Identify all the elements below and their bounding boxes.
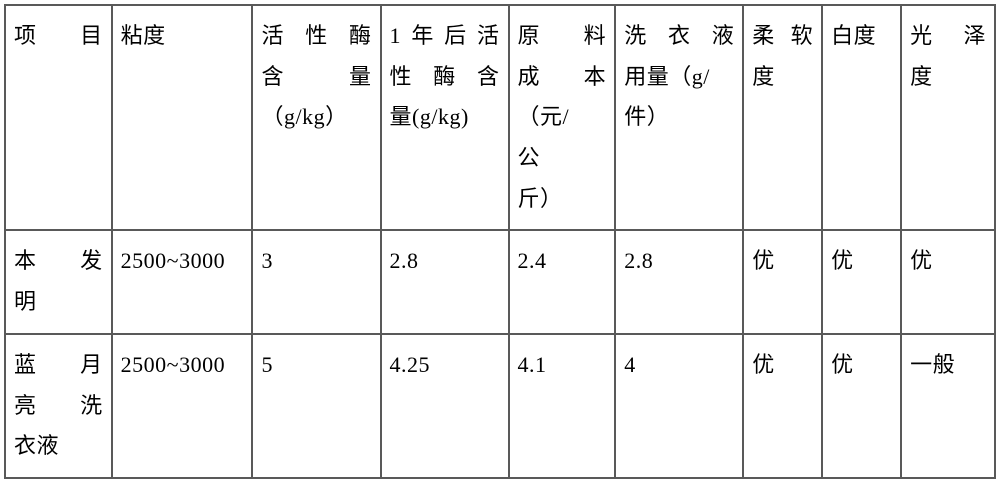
- cell-whiteness: 优: [822, 230, 901, 333]
- cell-viscosity: 2500~3000: [112, 230, 253, 333]
- label-line: 蓝 月: [14, 345, 103, 386]
- label-line: 本 发: [14, 241, 103, 282]
- table-row: 蓝 月 亮 洗 衣液 2500~3000 5 4.25 4.1 4 优 优 一般: [5, 334, 995, 478]
- header-item: 项目: [5, 5, 112, 230]
- table-header-row: 项目 粘度 活性酶 含 量 （g/kg） 1年后活 性酶含 量(g/kg) 原 …: [5, 5, 995, 230]
- cell-usage: 2.8: [615, 230, 743, 333]
- cell-cost: 4.1: [509, 334, 616, 478]
- cell-enzyme-1year: 2.8: [381, 230, 509, 333]
- header-enzyme-1year: 1年后活 性酶含 量(g/kg): [381, 5, 509, 230]
- cell-gloss: 优: [901, 230, 995, 333]
- label-line: 明: [14, 282, 103, 323]
- header-line: 斤）: [518, 179, 607, 220]
- comparison-table: 项目 粘度 活性酶 含 量 （g/kg） 1年后活 性酶含 量(g/kg) 原 …: [4, 4, 996, 479]
- header-line: 柔软: [752, 16, 813, 57]
- header-cost: 原 料 成 本 （元/ 公 斤）: [509, 5, 616, 230]
- cell-enzyme-1year: 4.25: [381, 334, 509, 478]
- row-label-blue-moon: 蓝 月 亮 洗 衣液: [5, 334, 112, 478]
- cell-softness: 优: [743, 334, 822, 478]
- header-line: 性酶含: [390, 57, 500, 98]
- header-line: 活性酶: [261, 16, 371, 57]
- header-line: 成 本: [518, 57, 607, 98]
- cell-gloss: 一般: [901, 334, 995, 478]
- header-line: 含 量: [261, 57, 371, 98]
- cell-usage: 4: [615, 334, 743, 478]
- cell-cost: 2.4: [509, 230, 616, 333]
- header-line: 光泽: [910, 16, 986, 57]
- header-line: 度: [752, 57, 813, 98]
- header-line: 度: [910, 57, 986, 98]
- header-line: 用量（g/: [624, 57, 734, 98]
- header-line: 1年后活: [390, 16, 500, 57]
- header-line: 洗衣液: [624, 16, 734, 57]
- header-line: （元/: [518, 97, 607, 138]
- cell-whiteness: 优: [822, 334, 901, 478]
- label-line: 衣液: [14, 426, 103, 467]
- header-line: 量(g/kg): [390, 97, 500, 138]
- header-line: 件）: [624, 97, 734, 138]
- header-usage: 洗衣液 用量（g/ 件）: [615, 5, 743, 230]
- header-line: （g/kg）: [261, 97, 371, 138]
- row-label-invention: 本 发 明: [5, 230, 112, 333]
- header-line: 原 料: [518, 16, 607, 57]
- label-line: 亮 洗: [14, 386, 103, 427]
- cell-softness: 优: [743, 230, 822, 333]
- header-viscosity: 粘度: [112, 5, 253, 230]
- header-enzyme: 活性酶 含 量 （g/kg）: [252, 5, 380, 230]
- header-gloss: 光泽 度: [901, 5, 995, 230]
- cell-enzyme: 5: [252, 334, 380, 478]
- cell-viscosity: 2500~3000: [112, 334, 253, 478]
- header-softness: 柔软 度: [743, 5, 822, 230]
- header-line: 公: [518, 138, 607, 179]
- cell-enzyme: 3: [252, 230, 380, 333]
- table-row: 本 发 明 2500~3000 3 2.8 2.4 2.8 优 优 优: [5, 230, 995, 333]
- header-whiteness: 白度: [822, 5, 901, 230]
